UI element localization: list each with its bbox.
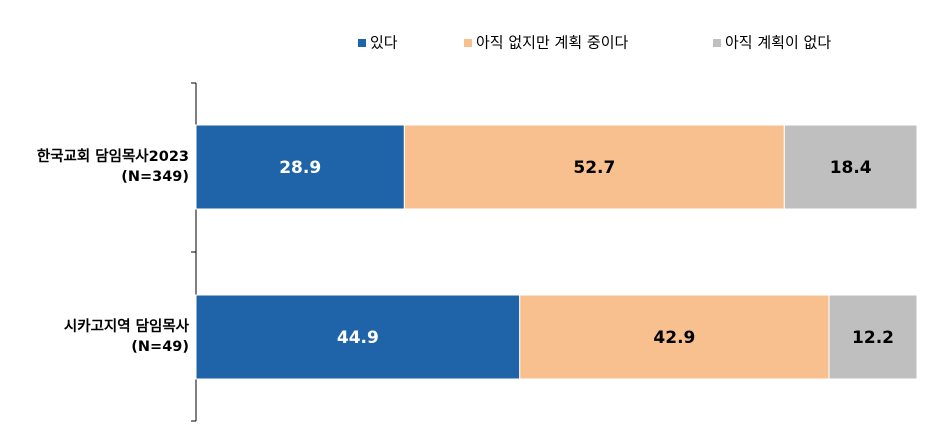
- bar-1-2: [828, 294, 918, 380]
- legend: 있다 아직 없지만 계획 중이다 아직 계획이 없다: [358, 34, 831, 52]
- data-label-0-1: 52.7: [573, 158, 615, 178]
- data-label-1-0: 44.9: [337, 328, 379, 348]
- data-label-1-2: 12.2: [852, 328, 894, 348]
- data-label-0-0: 28.9: [279, 158, 321, 178]
- bar-0-0: [195, 124, 405, 210]
- bar-0-2: [783, 124, 918, 210]
- bar-1-0: [195, 294, 521, 380]
- category-sublabel-0: (N=349): [121, 169, 189, 185]
- legend-label-0: 있다: [370, 34, 398, 52]
- legend-swatch-2: [713, 39, 721, 47]
- legend-swatch-1: [464, 39, 472, 47]
- legend-label-1: 아직 없지만 계획 중이다: [476, 34, 629, 52]
- category-labels: 한국교회 담임목사2023 (N=349) 시카고지역 담임목사 (N=49): [37, 147, 190, 355]
- bar-1-1: [519, 294, 830, 380]
- category-axis: [191, 82, 197, 422]
- data-label-0-2: 18.4: [830, 158, 872, 178]
- bar-0-1: [403, 124, 785, 210]
- bars: 28.9 52.7 18.4 44.9 42.9 12.2: [195, 124, 918, 380]
- legend-label-2: 아직 계획이 없다: [725, 34, 831, 52]
- category-sublabel-1: (N=49): [131, 339, 189, 355]
- category-label-0: 한국교회 담임목사2023: [37, 147, 189, 165]
- category-label-1: 시카고지역 담임목사: [64, 317, 190, 335]
- data-label-1-1: 42.9: [653, 328, 695, 348]
- legend-swatch-0: [358, 39, 366, 47]
